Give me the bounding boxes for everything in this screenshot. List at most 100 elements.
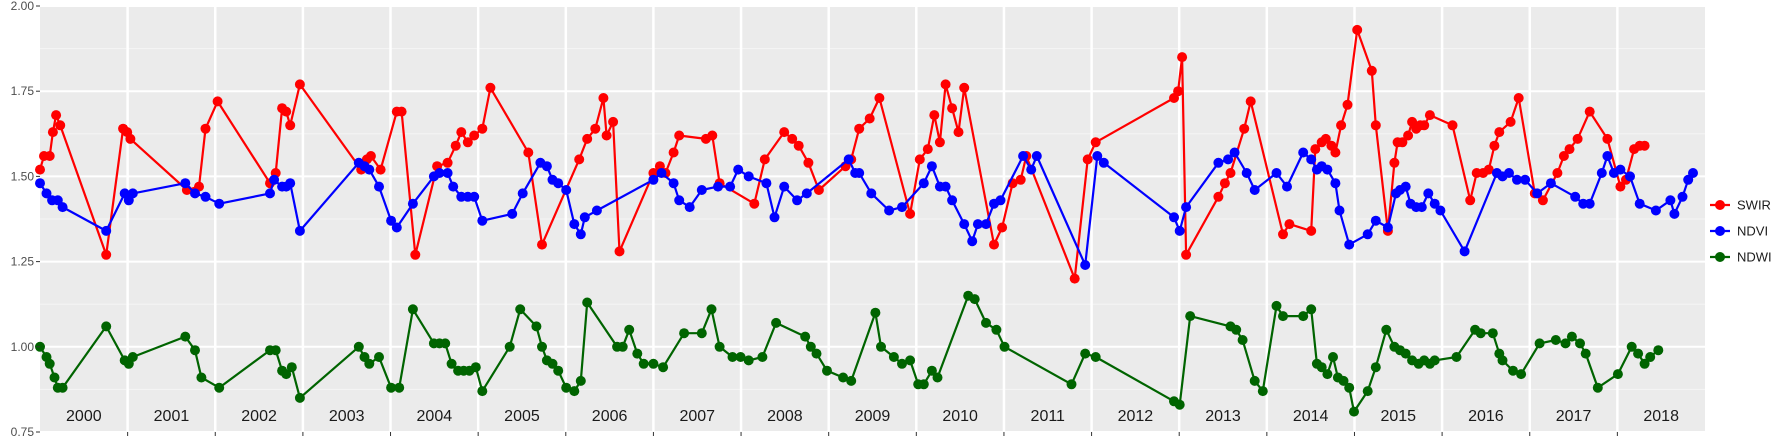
data-point bbox=[407, 198, 418, 209]
data-point bbox=[727, 352, 738, 362]
data-point bbox=[632, 348, 643, 359]
data-point bbox=[953, 127, 964, 138]
data-point bbox=[1278, 229, 1288, 240]
data-point bbox=[793, 140, 804, 151]
year-label: 2009 bbox=[855, 408, 891, 425]
data-point bbox=[127, 352, 138, 362]
data-point bbox=[547, 358, 558, 369]
data-point bbox=[1223, 154, 1234, 165]
data-point bbox=[598, 93, 609, 103]
data-point bbox=[1566, 331, 1577, 342]
data-point bbox=[1370, 120, 1381, 131]
data-point bbox=[456, 127, 467, 138]
data-point bbox=[1615, 164, 1626, 175]
data-point bbox=[769, 212, 780, 223]
legend-item-swir: SWIR bbox=[1710, 198, 1771, 213]
data-point bbox=[569, 219, 580, 230]
data-point bbox=[800, 331, 811, 342]
legend-item-ndvi: NDVI bbox=[1710, 224, 1768, 239]
data-point bbox=[1534, 338, 1545, 349]
data-point bbox=[44, 151, 55, 161]
data-point bbox=[668, 147, 679, 158]
data-point bbox=[504, 341, 515, 352]
data-point bbox=[1513, 93, 1524, 103]
data-point bbox=[446, 358, 457, 369]
data-point bbox=[981, 317, 991, 328]
year-label: 2004 bbox=[417, 408, 453, 425]
data-point bbox=[561, 382, 572, 393]
data-point bbox=[1570, 191, 1581, 202]
data-point bbox=[1362, 229, 1373, 240]
data-point bbox=[999, 341, 1010, 352]
data-point bbox=[1090, 352, 1101, 362]
data-point bbox=[846, 375, 857, 386]
data-point bbox=[590, 123, 601, 134]
data-point bbox=[601, 130, 612, 141]
data-point bbox=[485, 82, 496, 93]
data-point bbox=[1181, 249, 1192, 260]
data-point bbox=[196, 372, 207, 383]
data-point bbox=[579, 212, 590, 223]
data-point bbox=[285, 120, 296, 131]
year-label: 2016 bbox=[1468, 408, 1504, 425]
data-point bbox=[1639, 140, 1650, 151]
legend-label: NDWI bbox=[1737, 250, 1772, 265]
year-label: 2018 bbox=[1643, 408, 1679, 425]
data-point bbox=[1344, 382, 1355, 393]
data-point bbox=[1249, 375, 1260, 386]
data-point bbox=[1298, 147, 1309, 158]
data-point bbox=[997, 222, 1008, 233]
data-point bbox=[1330, 147, 1341, 158]
data-point bbox=[537, 341, 547, 352]
data-point bbox=[1245, 96, 1256, 107]
data-point bbox=[1174, 399, 1185, 410]
data-point bbox=[1177, 52, 1188, 63]
data-point bbox=[1572, 133, 1583, 144]
data-point bbox=[44, 358, 55, 369]
data-point bbox=[1416, 202, 1427, 213]
data-point bbox=[947, 103, 958, 114]
data-point bbox=[733, 164, 744, 175]
data-point bbox=[1626, 341, 1637, 352]
data-point bbox=[469, 130, 480, 141]
data-point bbox=[914, 154, 925, 165]
data-point bbox=[1558, 151, 1569, 161]
year-label: 2017 bbox=[1556, 408, 1592, 425]
data-point bbox=[854, 123, 865, 134]
y-axis: 0.75 1.00 1.25 1.50 1.75 2.00 bbox=[11, 0, 40, 439]
data-point bbox=[674, 195, 685, 206]
data-point bbox=[714, 341, 725, 352]
legend-swatch-point bbox=[1715, 252, 1725, 262]
data-point bbox=[934, 137, 945, 148]
y-tick-label: 1.25 bbox=[11, 255, 35, 269]
legend-swatch-point bbox=[1715, 200, 1725, 210]
data-point bbox=[696, 185, 707, 195]
data-point bbox=[918, 178, 929, 189]
data-point bbox=[713, 181, 723, 192]
y-tick-label: 1.75 bbox=[11, 84, 35, 98]
data-point bbox=[1241, 168, 1252, 178]
data-point bbox=[638, 358, 649, 369]
data-point bbox=[1560, 338, 1571, 349]
data-point bbox=[1653, 345, 1664, 356]
data-point bbox=[1596, 168, 1607, 178]
data-point bbox=[1545, 178, 1556, 189]
data-point bbox=[1306, 304, 1317, 315]
data-point bbox=[214, 382, 225, 393]
data-point bbox=[35, 164, 45, 175]
data-point bbox=[1584, 106, 1595, 117]
data-point bbox=[792, 195, 803, 206]
year-label: 2006 bbox=[592, 408, 628, 425]
year-label: 2000 bbox=[66, 408, 102, 425]
data-point bbox=[101, 321, 112, 332]
year-label: 2007 bbox=[679, 408, 715, 425]
data-point bbox=[1229, 147, 1240, 158]
data-point bbox=[1349, 406, 1359, 417]
data-point bbox=[1537, 195, 1548, 206]
data-point bbox=[1575, 338, 1585, 349]
data-point bbox=[1550, 335, 1561, 345]
data-point bbox=[1213, 157, 1224, 168]
data-point bbox=[462, 137, 473, 148]
data-point bbox=[658, 362, 669, 373]
data-point bbox=[929, 110, 940, 121]
